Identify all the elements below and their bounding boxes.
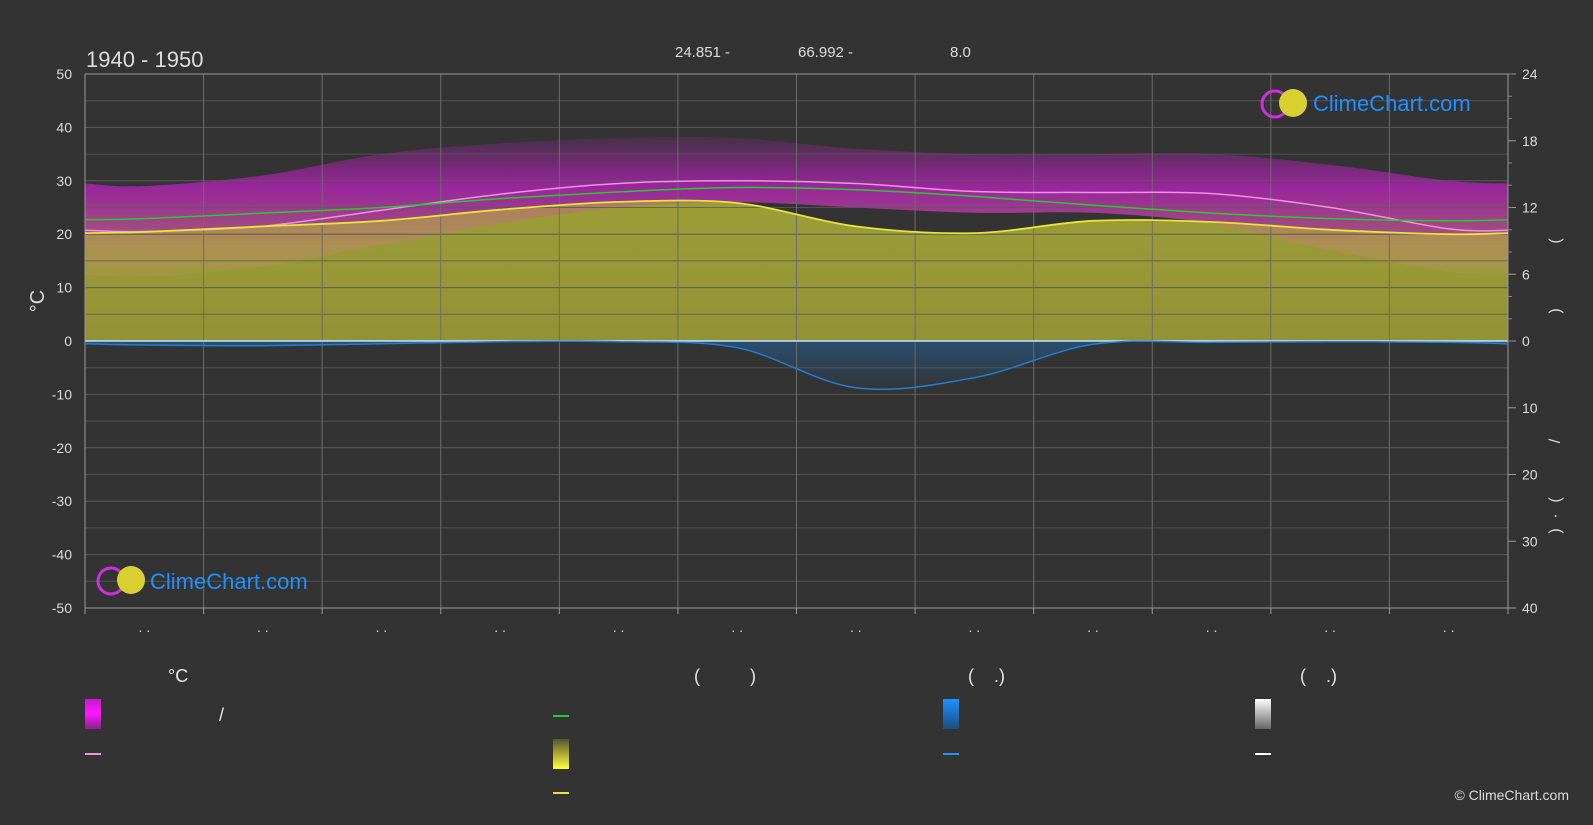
y-tick-label: 40 [56, 119, 72, 135]
daylight-line [85, 186, 1508, 222]
avg-max-line [85, 180, 1508, 233]
right-axis-dot: · [1547, 513, 1564, 518]
y-tick-label: -40 [52, 547, 72, 563]
right-axis-paren-open: ( [1547, 238, 1564, 244]
coord-elevation: 8.0 [950, 44, 971, 61]
logo-sun-icon [1279, 89, 1307, 117]
right-axis-top-tick-label: 12 [1522, 200, 1538, 216]
copyright: © ClimeChart.com [1454, 787, 1569, 803]
legend-col1-heading: °C [168, 666, 188, 686]
month-label: . . [257, 619, 269, 635]
coord-longitude: 66.992 - [798, 44, 853, 61]
watermark-top: ClimeChart.com [1260, 89, 1471, 119]
right-axis-bottom-tick-label: 10 [1522, 400, 1538, 416]
month-label: . . [1443, 619, 1455, 635]
y-tick-label: 20 [56, 226, 72, 242]
month-label: . . [613, 619, 625, 635]
sunshine-line [85, 199, 1508, 236]
y-tick-label: 0 [64, 333, 72, 349]
y-tick-label: -30 [52, 493, 72, 509]
legend-col4-heading: ( .) [1300, 666, 1337, 686]
y-tick-label: 50 [56, 66, 72, 82]
y-axis-label: °C [27, 290, 49, 312]
legend-col2-heading: ( ) [694, 666, 756, 686]
y-tick-label: -50 [52, 600, 72, 616]
y-tick-label: 10 [56, 280, 72, 296]
legend: °C ( ) ( .) ( .) / [85, 666, 1337, 794]
right-axis-top-tick-label: 24 [1522, 66, 1538, 82]
right-axis-bottom-tick-label: 30 [1522, 533, 1538, 549]
watermark-text-bottom: ClimeChart.com [150, 569, 308, 594]
chart-title: 1940 - 1950 [86, 47, 203, 72]
y-tick-label: -20 [52, 440, 72, 456]
coord-latitude: 24.851 - [675, 44, 730, 61]
y-tick-label: -10 [52, 386, 72, 402]
watermark-text-top: ClimeChart.com [1313, 91, 1471, 116]
legend-swatch-blue [943, 699, 959, 729]
right-axis-top-tick-label: 18 [1522, 133, 1538, 149]
axis-ticks: 50 40 30 20 10 0 -10 -20 -30 -40 -50 24 18 12 6 0 10 20 30… [52, 66, 1538, 635]
month-label: . . [969, 619, 981, 635]
month-label: . . [1087, 619, 1099, 635]
month-label: . . [731, 619, 743, 635]
plot-grid [84, 73, 1509, 609]
logo-sun-icon-bottom [117, 566, 145, 594]
right-axis-paren-open-2: ( [1547, 497, 1564, 503]
right-axis-paren-close: ) [1547, 308, 1564, 313]
legend-swatch-white [1255, 699, 1271, 729]
month-label: . . [850, 619, 862, 635]
month-label: . . [376, 619, 388, 635]
month-label: . . [1206, 619, 1218, 635]
month-label: . . [1324, 619, 1336, 635]
y-tick-label: 30 [56, 173, 72, 189]
rain-line [85, 340, 1508, 390]
legend-col1-item1: / [219, 705, 224, 725]
right-axis-top-tick-label: 0 [1522, 333, 1530, 349]
right-axis-paren-close-2: ) [1547, 528, 1564, 533]
legend-swatch-magenta [85, 699, 101, 729]
right-axis-slash: / [1547, 438, 1564, 443]
watermark-bottom: ClimeChart.com [96, 566, 308, 596]
right-axis-top-tick-label: 6 [1522, 266, 1530, 282]
right-axis-bottom-tick-label: 40 [1522, 600, 1538, 616]
month-label: . . [494, 619, 506, 635]
right-axis-bottom-tick-label: 20 [1522, 467, 1538, 483]
legend-swatch-yellow [553, 739, 569, 769]
legend-col3-heading: ( .) [968, 666, 1005, 686]
plot-lines [85, 180, 1508, 390]
month-label: . . [138, 619, 150, 635]
